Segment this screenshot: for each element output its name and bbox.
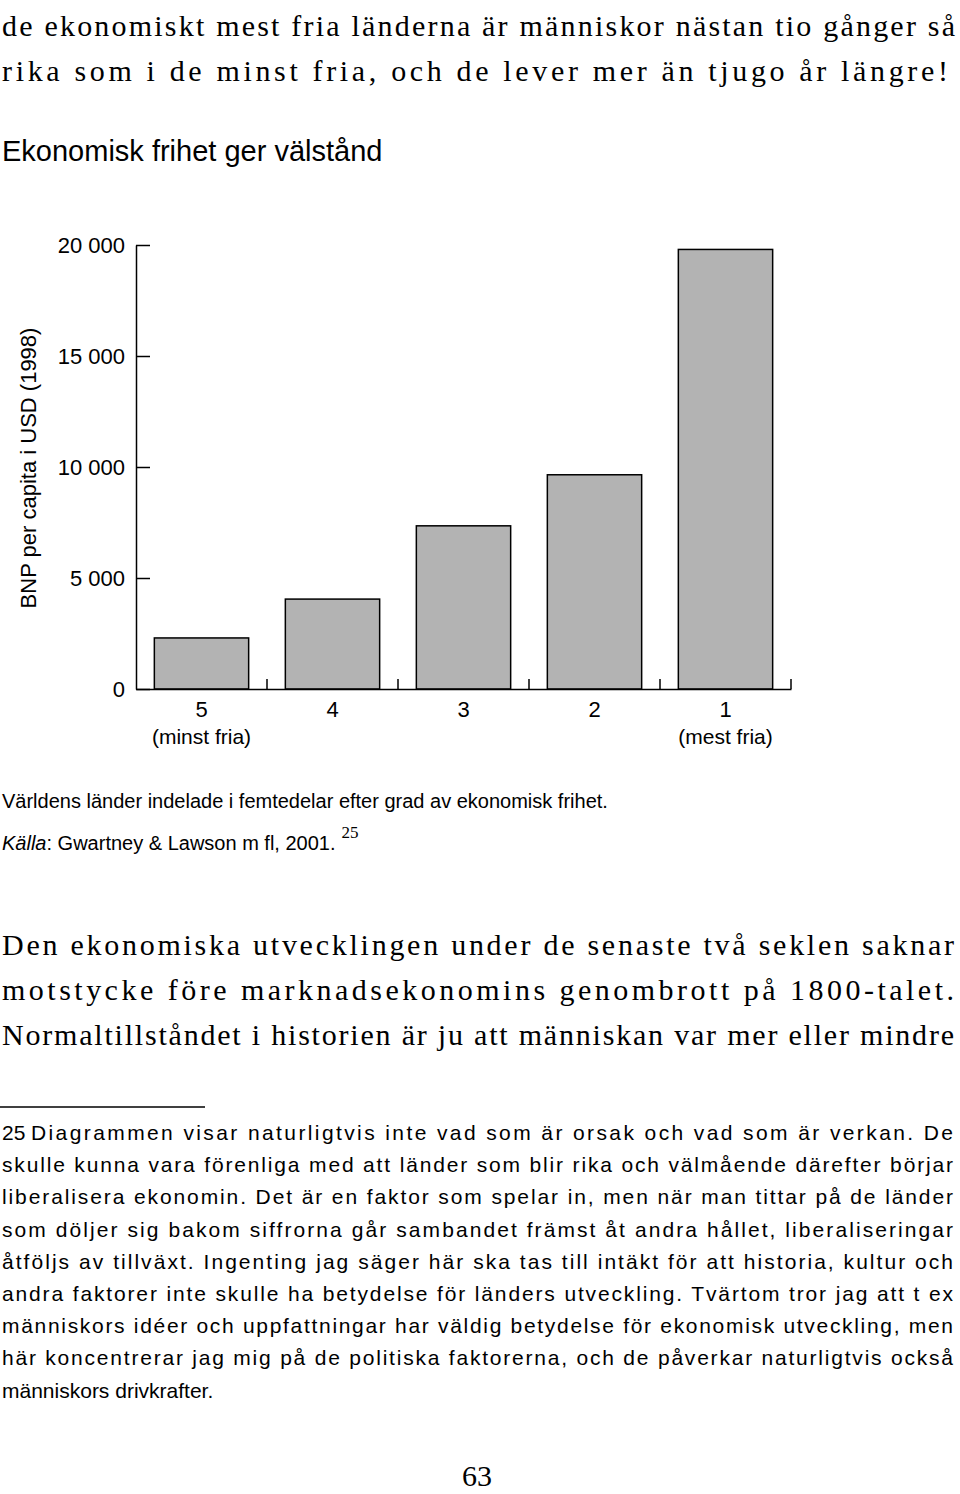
y-tick: 10 000: [58, 455, 150, 480]
footnote-line: andra faktorer inte skulle ha betydelse …: [2, 1282, 954, 1305]
y-tick-mark: [136, 356, 150, 358]
x-sublabel: (mest fria): [678, 725, 773, 748]
footnote-line: liberalisera ekonomin. Det är en faktor …: [2, 1185, 953, 1208]
footnote-ref: 25: [342, 823, 359, 842]
x-tick-label: 5: [195, 697, 207, 722]
y-tick-mark: [136, 578, 150, 580]
footnote-line: här koncentrerar jag mig på de politiska…: [2, 1346, 953, 1369]
source-text: : Gwartney & Lawson m fl, 2001.: [46, 832, 335, 854]
x-boundary-tick: [397, 679, 399, 689]
y-tick-label: 20 000: [58, 233, 125, 258]
y-tick-label: 10 000: [58, 455, 125, 480]
y-axis: 0 5 000 10 000 15 000 20 000: [58, 233, 150, 702]
y-tick-label: 5 000: [70, 566, 125, 591]
x-boundary-tick: [528, 679, 530, 689]
y-tick-mark: [136, 467, 150, 469]
x-tick: 3: [457, 697, 469, 722]
body-text-line: Den ekonomiska utvecklingen under de sen…: [2, 928, 954, 961]
bar: [678, 249, 772, 689]
x-tick-label: 1: [719, 697, 731, 722]
x-tick-label: 4: [326, 697, 338, 722]
page: de ekonomiskt mest fria länderna är männ…: [0, 0, 960, 1494]
x-tick: 5: [195, 697, 207, 722]
x-axis-line: [137, 689, 792, 691]
y-tick: 5 000: [70, 566, 150, 591]
page-number: 63: [462, 1459, 492, 1492]
x-tick-label: 2: [588, 697, 600, 722]
body-text-line: rika som i de minst fria, och de lever m…: [2, 54, 948, 87]
source-label: Källa: [2, 832, 46, 854]
x-tick: 2: [588, 697, 600, 722]
bar: [547, 475, 641, 689]
footnote-line: människors drivkrafter.: [2, 1379, 213, 1402]
footnote-rule: [0, 1106, 205, 1108]
y-tick-label: 0: [113, 677, 125, 702]
figure-caption: Världens länder indelade i femtedelar ef…: [2, 790, 608, 812]
x-boundary-tick: [790, 679, 792, 689]
y-tick: 15 000: [58, 344, 150, 369]
chart-title: Ekonomisk frihet ger välstånd: [2, 135, 382, 167]
y-tick-mark: [136, 245, 150, 247]
x-tick-label: 3: [457, 697, 469, 722]
footnote-number: 25: [2, 1121, 25, 1144]
x-axis: 5 4 3 2 1: [137, 690, 792, 722]
x-boundary-tick: [659, 679, 661, 689]
footnote-line: som döljer sig bakom siffrorna går samba…: [2, 1218, 953, 1241]
bar: [285, 599, 379, 689]
y-tick: 20 000: [58, 233, 150, 258]
footnote-line: skulle kunna vara förenliga med att länd…: [2, 1153, 953, 1176]
figure-source: Källa: Gwartney & Lawson m fl, 2001. 25: [2, 823, 359, 854]
footnote-line: Diagrammen visar naturligtvis inte vad s…: [31, 1121, 953, 1144]
bar: [416, 526, 510, 689]
body-text-line: motstycke före marknadsekonomins genombr…: [2, 973, 954, 1006]
y-axis-title: BNP per capita i USD (1998): [16, 328, 41, 609]
body-text-line: Normaltillståndet i historien är ju att …: [2, 1018, 954, 1051]
footnote-line: åtföljs av tillväxt. Ingenting jag säger…: [2, 1250, 953, 1273]
x-tick: 1: [719, 697, 731, 722]
y-tick-label: 15 000: [58, 344, 125, 369]
footnote-line: människors idéer och uppfattningar har v…: [2, 1314, 953, 1337]
x-boundary-tick: [266, 679, 268, 689]
x-tick: 4: [326, 697, 338, 722]
body-text-line: de ekonomiskt mest fria länderna är männ…: [2, 9, 955, 42]
bars: [154, 249, 772, 689]
bar: [154, 638, 248, 689]
x-sublabel: (minst fria): [152, 725, 251, 748]
